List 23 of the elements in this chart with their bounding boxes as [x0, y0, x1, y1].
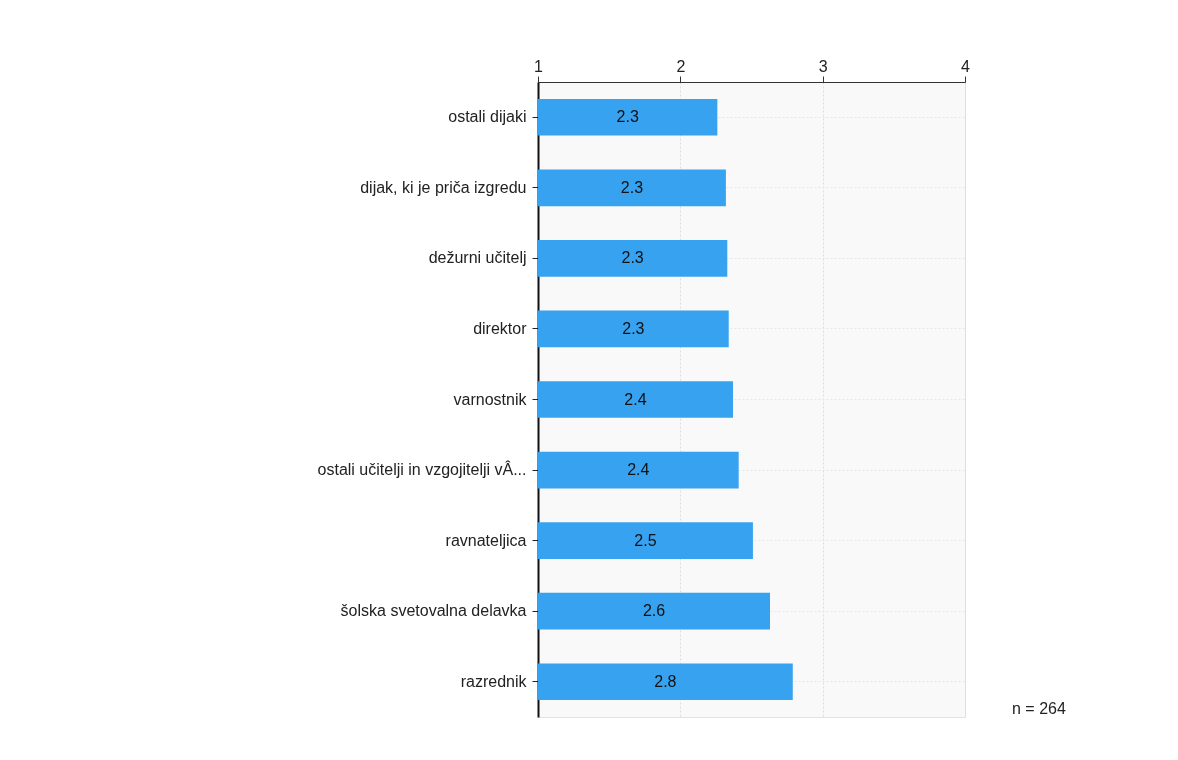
y-tick-label: direktor	[473, 319, 528, 337]
y-tick-label: šolska svetovalna delavka	[340, 602, 527, 620]
x-tick-label: 3	[818, 57, 828, 75]
data-label: 2.8	[654, 672, 677, 690]
data-label: 2.3	[621, 249, 644, 267]
y-tick-label: ravnateljica	[445, 531, 527, 549]
x-tick-label: 4	[961, 57, 971, 75]
data-label: 2.3	[622, 319, 645, 337]
text: n = 264	[1012, 700, 1066, 718]
data-label: 2.3	[616, 108, 639, 126]
y-tick-label: ostali dijaki	[448, 108, 527, 126]
data-label: 2.3	[620, 178, 644, 196]
y-tick-label: dežurni učitelj	[428, 249, 527, 267]
x-tick-label: 2	[676, 57, 686, 75]
y-tick-label: varnostnik	[453, 390, 528, 408]
data-label: 2.4	[624, 390, 647, 408]
data-label: 2.6	[642, 602, 666, 620]
data-label: 2.4	[627, 461, 650, 479]
y-tick-label: ostali učitelji in vzgojitelji vÂ...	[317, 460, 527, 479]
y-tick-label: dijak, ki je priča izgredu	[360, 178, 527, 196]
y-tick-label: razrednik	[460, 672, 528, 690]
x-tick-label: 1	[534, 57, 544, 75]
data-label: 2.5	[634, 531, 657, 549]
